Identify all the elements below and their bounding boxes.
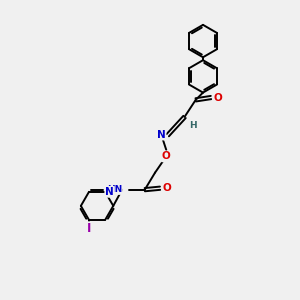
Text: N: N [105,187,114,197]
Text: H: H [190,121,197,130]
Text: N: N [157,130,166,140]
Text: O: O [162,152,171,161]
Text: I: I [87,222,91,235]
Text: O: O [213,92,222,103]
Text: HN: HN [107,185,122,194]
Text: O: O [162,183,171,193]
